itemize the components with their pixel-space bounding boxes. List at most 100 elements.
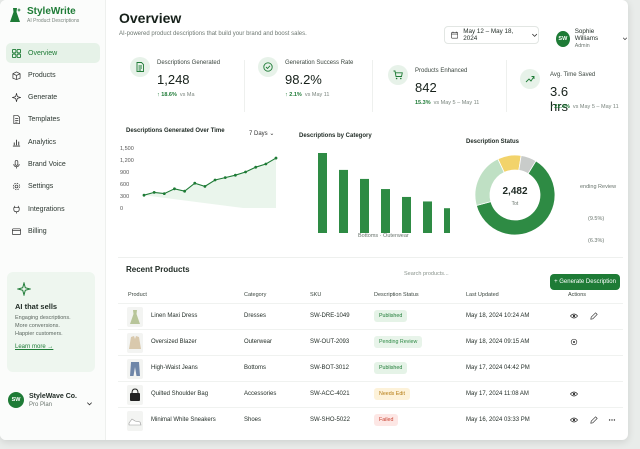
column-header[interactable]: Last Updated: [466, 292, 499, 298]
data-point: [254, 165, 258, 169]
view-eye-icon[interactable]: [570, 338, 578, 346]
product-thumbnail: [127, 411, 143, 431]
sneaker-icon: [128, 418, 142, 426]
column-header[interactable]: SKU: [310, 292, 322, 298]
data-point: [173, 187, 176, 191]
product-category: Accessories: [244, 391, 277, 397]
search-input[interactable]: Search products...: [404, 271, 449, 277]
brand[interactable]: StyleWrite AI Product Descriptions: [8, 6, 79, 24]
sidebar-item-settings[interactable]: Settings: [6, 177, 100, 197]
edit-pencil-icon[interactable]: [590, 312, 598, 320]
product-name[interactable]: High-Waist Jeans: [151, 365, 198, 371]
app-window: StyleWrite AI Product Descriptions Overv…: [0, 0, 628, 440]
product-name[interactable]: Quilted Shoulder Bag: [151, 391, 209, 397]
sidebar-item-label: Generate: [28, 94, 58, 102]
donut-legend-item: ending Review: [580, 184, 617, 190]
last-updated: May 18, 2024 09:15 AM: [466, 339, 530, 345]
sidebar-item-analytics[interactable]: Analytics: [6, 132, 100, 152]
sidebar-item-brand-voice[interactable]: Brand Voice: [6, 154, 100, 174]
trend-compare: vs Ma: [179, 92, 195, 98]
table-row[interactable]: Oversized Blazer Outerwear SW-OUT-2093 P…: [118, 329, 623, 355]
stat-trend: 15.3% vs May 5 – May 11: [415, 100, 479, 106]
table-row[interactable]: Linen Maxi Dress Dresses SW-DRE-1049 Pub…: [118, 303, 623, 329]
range-select[interactable]: 7 Days ⌄: [249, 131, 275, 137]
data-point: [213, 178, 217, 182]
gear-icon: [12, 183, 21, 191]
data-point: [274, 156, 278, 160]
learn-more-link[interactable]: Learn more →: [15, 344, 54, 350]
sidebar-item-label: Brand Voice: [28, 160, 66, 168]
promo-text: Engaging descriptions. More conversions.…: [15, 314, 87, 338]
product-name[interactable]: Linen Maxi Dress: [151, 313, 198, 319]
stat-value: 98.2%: [285, 72, 322, 87]
stat-value: 3.6 hrs: [550, 84, 569, 114]
bar-chart-title: Descriptions by Category: [299, 133, 372, 139]
donut-legend-item: (6.3%): [588, 238, 605, 244]
series-line: [143, 157, 277, 196]
sidebar: StyleWrite AI Product Descriptions Overv…: [0, 0, 106, 440]
stat-trend: ↑ 22.4% vs May 5 – May 11: [550, 104, 619, 110]
table-row[interactable]: Quilted Shoulder Bag Accessories SW-ACC-…: [118, 381, 623, 407]
sidebar-item-billing[interactable]: Billing: [6, 221, 100, 241]
sparkle-icon: [12, 93, 21, 103]
promo-line: Happier customers.: [15, 331, 63, 337]
generate-description-button[interactable]: + Generate Description: [550, 274, 620, 290]
donut-total: 2,482: [502, 186, 528, 197]
product-thumbnail: [127, 333, 143, 353]
page-title: Overview: [119, 10, 182, 26]
calendar-icon: [451, 31, 459, 39]
stat-icon-wrap: [520, 69, 540, 89]
user-menu[interactable]: SW Sophie Williams Admin: [556, 28, 628, 49]
column-header[interactable]: Category: [244, 292, 267, 298]
view-eye-icon[interactable]: [570, 312, 578, 320]
bar: [339, 169, 348, 233]
sidebar-item-label: Integrations: [28, 205, 65, 213]
sidebar-item-integrations[interactable]: Integrations: [6, 199, 100, 219]
trend-compare: vs May 5 – May 11: [572, 104, 619, 110]
trend-compare: vs May 5 – May 11: [433, 100, 480, 106]
more-options-icon[interactable]: [608, 416, 616, 424]
promo-line: Engaging descriptions.: [15, 315, 71, 321]
company-switcher[interactable]: SW StyleWave Co. Pro Plan: [8, 392, 77, 408]
y-tick-label: 0: [120, 206, 123, 212]
donut-chart-title: Description Status: [466, 139, 520, 145]
pie-slice: [474, 158, 505, 207]
stat-icon-wrap: [130, 57, 150, 77]
edit-pencil-icon[interactable]: [590, 416, 598, 424]
table-title: Recent Products: [126, 265, 190, 274]
sidebar-item-generate[interactable]: Generate: [6, 88, 100, 108]
stat-label: Descriptions Generated: [157, 60, 221, 66]
table-row[interactable]: Minimal White Sneakers Shoes SW-SHO-5022…: [118, 407, 623, 433]
divider: [244, 60, 245, 112]
column-header[interactable]: Description Status: [374, 292, 419, 298]
status-badge: Pending Review: [374, 336, 423, 348]
product-sku: SW-DRE-1049: [310, 313, 350, 319]
last-updated: May 18, 2024 10:24 AM: [466, 313, 530, 319]
bar-legend: Bottoms · Outerwear: [358, 233, 409, 239]
line-area: [144, 158, 276, 208]
sidebar-item-products[interactable]: Products: [6, 65, 100, 85]
line-chart-title: Descriptions Generated Over Time: [126, 128, 225, 134]
sidebar-item-templates[interactable]: Templates: [6, 110, 100, 130]
sidebar-item-overview[interactable]: Overview: [6, 43, 100, 63]
view-eye-icon[interactable]: [570, 390, 578, 398]
sparkle-icon: [17, 282, 31, 296]
stat-value: 1,248: [157, 72, 190, 87]
product-sku: SW-SHO-5022: [310, 417, 350, 423]
product-name[interactable]: Minimal White Sneakers: [151, 417, 216, 423]
column-header[interactable]: Product: [128, 292, 147, 298]
chevron-down-icon[interactable]: [86, 400, 93, 407]
view-eye-icon[interactable]: [570, 416, 578, 424]
chart-icon: [12, 139, 21, 147]
data-point: [233, 173, 237, 177]
y-tick-label: 300: [120, 194, 129, 200]
stat-trend: ↑ 18.6% vs Ma: [157, 92, 195, 98]
data-point: [244, 170, 247, 174]
chevron-down-icon: [531, 33, 537, 37]
last-updated: May 17, 2024 11:08 AM: [466, 391, 529, 397]
table-row[interactable]: High-Waist Jeans Bottoms SW-BOT-3012 Pub…: [118, 355, 623, 381]
user-role: Admin: [574, 43, 590, 49]
sidebar-item-label: Products: [28, 71, 56, 79]
product-name[interactable]: Oversized Blazer: [151, 339, 197, 345]
date-range-picker[interactable]: May 12 – May 18, 2024: [444, 26, 539, 44]
